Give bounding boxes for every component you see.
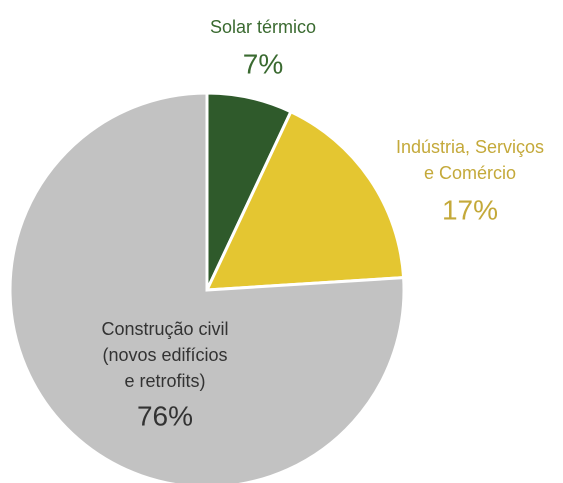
slice-label: Construção civil (novos edifícios e retrof… (101, 319, 228, 391)
label-line: (novos edifícios (102, 345, 227, 365)
label-line: Indústria, Serviços (396, 137, 544, 157)
label-line: e retrofits) (124, 371, 205, 391)
label-line: Construção civil (101, 319, 228, 339)
slice-label: Solar térmico (210, 17, 316, 37)
slice-label: Indústria, Serviços e Comércio (396, 137, 544, 183)
value-label: 76% (137, 400, 193, 431)
label-line: Solar térmico (210, 17, 316, 37)
pie-slice (8, 91, 406, 483)
value-label: 17% (442, 194, 498, 225)
value-label: 7% (243, 48, 283, 79)
pie-slice (204, 109, 406, 292)
label-line: e Comércio (424, 163, 516, 183)
